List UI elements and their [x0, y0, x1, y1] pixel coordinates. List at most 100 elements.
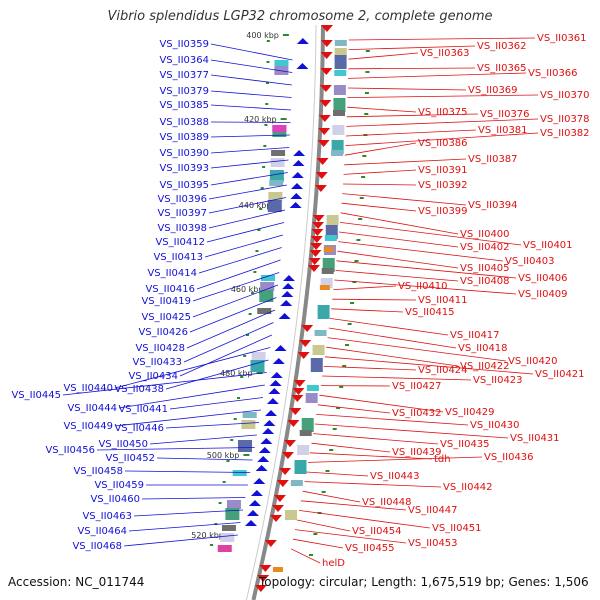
- gene-label-left: VS_II0433: [132, 357, 182, 368]
- gene-label-right: VS_II0361: [537, 33, 587, 44]
- gene-label-right: VS_II0399: [418, 206, 468, 217]
- leader-line-left: [114, 409, 262, 427]
- minus-strand-arrow: [263, 420, 276, 426]
- gene-label-right: VS_II0386: [418, 138, 468, 149]
- leader-line-left: [156, 457, 253, 461]
- kbp-label: 480 kbp: [220, 369, 253, 378]
- gene-label-left: VS_II0446: [114, 423, 164, 434]
- plus-strand-arrow: [301, 325, 314, 332]
- plus-strand-arrow: [297, 352, 310, 359]
- tick-mark: [265, 103, 269, 105]
- leader-line-left: [133, 509, 244, 517]
- plus-strand-arrow: [320, 40, 333, 47]
- gene-label-left: VS_II0388: [159, 117, 209, 128]
- leader-line-right: [337, 250, 459, 269]
- accession-label: Accession: NC_011744: [8, 575, 145, 589]
- gene-block: [306, 385, 319, 391]
- plus-strand-arrow: [320, 25, 333, 32]
- tick-mark: [218, 502, 222, 504]
- gene-label-right: VS_II0411: [418, 295, 468, 306]
- gene-label-right: VS_II0410: [398, 281, 448, 292]
- tick-mark: [362, 155, 367, 157]
- gene-label-left: VS_II0397: [157, 208, 207, 219]
- gene-label-right: VS_II0406: [518, 273, 568, 284]
- gene-block: [331, 150, 344, 156]
- plus-strand-arrow: [257, 575, 270, 582]
- leader-line-right: [348, 52, 419, 60]
- tick-mark: [325, 470, 330, 472]
- gene-label-right: VS_II0387: [468, 154, 518, 165]
- minus-strand-arrow: [280, 300, 293, 306]
- gene-block: [269, 180, 284, 186]
- leader-line-right: [338, 241, 504, 262]
- tick-mark: [313, 533, 318, 535]
- gene-label-right: VS_II0427: [392, 381, 442, 392]
- gene-block: [312, 345, 325, 355]
- minus-strand-arrow: [282, 283, 295, 289]
- gene-block: [250, 360, 265, 372]
- leader-line-right: [329, 318, 449, 336]
- plus-strand-arrow: [279, 468, 292, 475]
- tick-mark: [233, 418, 237, 420]
- tick-mark: [365, 71, 370, 73]
- leader-line-right: [342, 193, 467, 206]
- minus-strand-arrow: [262, 428, 275, 434]
- leader-line-right: [347, 94, 539, 98]
- gene-block: [217, 545, 232, 552]
- gene-block: [260, 275, 275, 281]
- leader-line-right: [345, 132, 539, 146]
- tick-mark: [257, 229, 261, 231]
- gene-block: [267, 200, 282, 212]
- gene-label-left: VS_II0452: [105, 453, 155, 464]
- plus-strand-arrow: [310, 236, 323, 243]
- leader-line-left: [96, 447, 255, 451]
- gene-block: [334, 55, 347, 69]
- minus-strand-arrow: [293, 150, 306, 156]
- gene-label-left: VS_II0413: [153, 252, 203, 263]
- gene-block: [272, 567, 283, 572]
- plus-strand-arrow: [292, 388, 305, 395]
- gene-label-left: VS_II0364: [159, 55, 209, 66]
- genome-summary: Topology: circular; Length: 1,675,519 bp…: [259, 575, 589, 589]
- gene-label-right: VS_II0378: [540, 114, 590, 125]
- leader-line-right: [339, 231, 459, 248]
- leader-line-right: [348, 45, 476, 50]
- leader-line-left: [206, 222, 285, 243]
- leader-line-left: [210, 90, 292, 98]
- gene-label-left: VS_II0458: [73, 466, 123, 477]
- gene-label-right: VS_II0376: [480, 109, 530, 120]
- gene-block: [269, 170, 284, 182]
- gene-block: [305, 393, 318, 403]
- tick-mark: [321, 491, 326, 493]
- tick-mark: [266, 61, 270, 63]
- minus-strand-arrow: [248, 500, 261, 506]
- kbp-label: 500 kbp: [207, 451, 240, 460]
- tick-mark: [359, 197, 364, 199]
- gene-label-right: VS_II0401: [523, 240, 573, 251]
- tick-mark: [364, 113, 369, 115]
- minus-strand-arrow: [282, 275, 295, 281]
- tick-mark: [253, 271, 257, 273]
- gene-label-left: VS_II0463: [82, 511, 132, 522]
- leader-line-left: [210, 104, 292, 111]
- plus-strand-arrow: [315, 172, 328, 179]
- leader-line-right: [290, 548, 321, 564]
- gene-label-left: VS_II0379: [159, 86, 209, 97]
- gene-label-right: VS_II0454: [352, 526, 402, 537]
- tick-mark: [329, 449, 334, 451]
- tick-mark: [345, 344, 350, 346]
- leader-line-right: [324, 356, 534, 375]
- tick-mark: [358, 218, 363, 220]
- gene-label-right: VS_II0375: [418, 107, 468, 118]
- tick-mark: [237, 397, 241, 399]
- gene-label-left: VS_II0440: [63, 383, 113, 394]
- plus-strand-arrow: [273, 495, 286, 502]
- leader-line-left: [210, 159, 289, 169]
- leader-line-left: [165, 422, 259, 429]
- gene-label-right: VS_II0422: [460, 361, 510, 372]
- plus-strand-arrow: [276, 480, 289, 487]
- tick-mark: [251, 292, 255, 294]
- minus-strand-arrow: [289, 202, 302, 208]
- gene-block: [272, 125, 287, 132]
